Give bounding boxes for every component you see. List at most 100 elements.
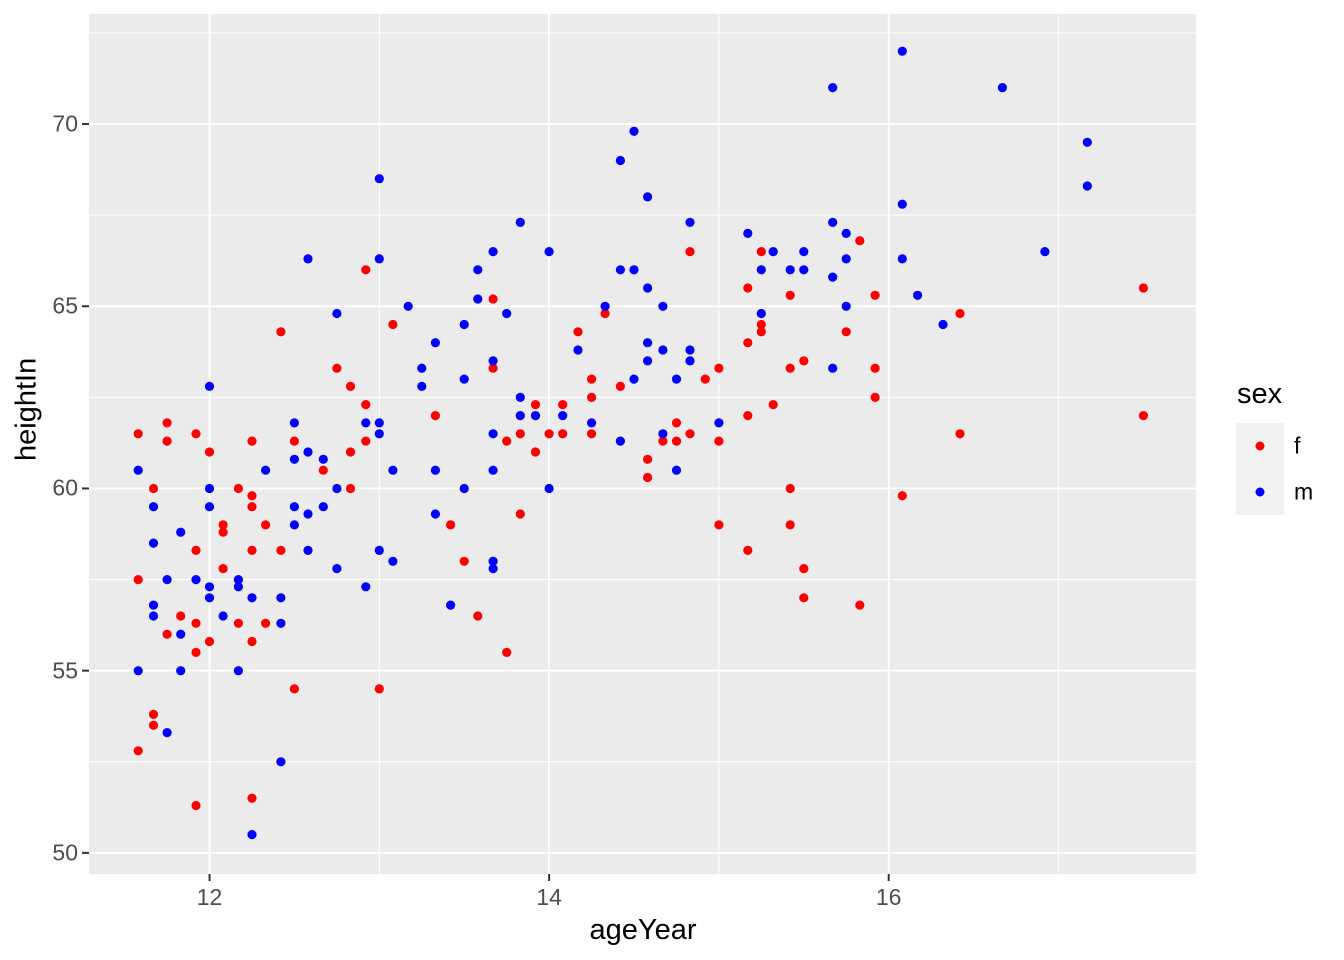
data-point-f: [133, 746, 143, 756]
data-point-m: [176, 666, 186, 676]
data-point-m: [289, 502, 299, 512]
data-point-m: [544, 247, 554, 257]
data-point-f: [714, 363, 724, 373]
data-point-f: [133, 429, 143, 439]
data-point-f: [247, 545, 257, 556]
data-point-f: [233, 618, 243, 628]
data-point-m: [289, 454, 299, 464]
data-point-f: [247, 491, 257, 501]
data-point-m: [446, 600, 456, 610]
data-point-f: [289, 684, 299, 694]
data-point-f: [685, 247, 695, 257]
data-point-f: [276, 545, 286, 556]
data-point-m: [204, 502, 215, 512]
data-point-f: [743, 545, 753, 556]
data-point-m: [756, 308, 766, 319]
data-point-f: [643, 472, 653, 483]
data-point-f: [345, 447, 356, 457]
data-point-f: [743, 411, 753, 421]
data-point-m: [361, 582, 371, 592]
data-point-m: [133, 666, 143, 676]
data-point-m: [488, 429, 498, 439]
data-point-f: [204, 636, 215, 647]
data-point-f: [162, 436, 172, 446]
data-point-m: [332, 308, 342, 319]
data-point-f: [233, 483, 243, 494]
data-point-f: [714, 436, 724, 446]
legend-dot-m-icon: [1255, 487, 1265, 497]
data-point-m: [303, 509, 313, 519]
data-point-f: [473, 611, 483, 621]
data-point-m: [488, 247, 498, 257]
data-point-m: [289, 418, 299, 428]
data-point-m: [133, 465, 143, 475]
data-point-m: [658, 345, 668, 355]
y-axis-title: heightIn: [11, 358, 44, 461]
data-point-m: [204, 483, 215, 494]
data-point-f: [247, 636, 257, 647]
data-point-m: [247, 830, 257, 840]
data-point-m: [828, 363, 838, 373]
legend-entry-f: f: [1236, 423, 1344, 469]
data-point-f: [361, 436, 371, 446]
data-point-f: [191, 429, 201, 439]
data-point-m: [629, 374, 639, 384]
data-point-m: [1082, 137, 1092, 147]
x-axis-title-text: ageYear: [589, 914, 697, 946]
legend-title: sex: [1237, 378, 1283, 410]
data-point-m: [671, 374, 682, 384]
data-point-f: [530, 447, 541, 457]
data-point-m: [685, 345, 695, 355]
panel-background: [89, 14, 1196, 874]
data-point-m: [615, 265, 626, 275]
data-point-m: [897, 254, 907, 264]
data-point-f: [318, 465, 328, 475]
data-point-m: [799, 265, 809, 275]
data-point-f: [502, 647, 512, 658]
data-point-f: [191, 647, 201, 658]
data-point-f: [870, 290, 880, 300]
data-point-f: [743, 283, 753, 293]
data-point-f: [799, 356, 809, 366]
x-tick-label: 16: [875, 884, 902, 910]
data-point-m: [938, 319, 948, 330]
data-point-f: [148, 709, 159, 720]
data-point-m: [685, 356, 695, 366]
data-point-f: [573, 327, 583, 337]
data-point-m: [629, 265, 639, 275]
data-point-f: [671, 418, 682, 428]
data-point-f: [332, 363, 342, 373]
y-axis-title-text: heightIn: [10, 357, 43, 461]
data-point-f: [671, 436, 682, 446]
data-point-f: [218, 564, 228, 574]
data-point-m: [261, 465, 271, 475]
data-point-f: [870, 392, 880, 402]
data-point-m: [473, 265, 483, 275]
data-point-f: [558, 400, 568, 410]
data-point-m: [276, 618, 286, 628]
data-point-f: [162, 629, 172, 639]
data-point-f: [289, 436, 299, 446]
data-point-f: [615, 381, 626, 391]
data-point-m: [289, 520, 299, 530]
data-point-m: [828, 83, 838, 93]
data-point-m: [743, 228, 753, 238]
data-point-f: [430, 411, 440, 421]
legend: sex f m: [1236, 378, 1344, 515]
data-point-f: [714, 520, 724, 530]
data-point-f: [345, 483, 356, 494]
data-point-f: [955, 429, 965, 439]
data-point-f: [785, 520, 795, 530]
data-point-m: [218, 611, 228, 621]
data-point-f: [488, 294, 498, 304]
data-point-f: [756, 319, 766, 330]
data-point-f: [643, 454, 653, 464]
data-point-f: [897, 491, 907, 501]
data-point-m: [828, 272, 838, 282]
data-point-m: [459, 483, 469, 494]
data-point-f: [162, 418, 172, 428]
data-point-f: [247, 793, 257, 803]
data-point-f: [700, 374, 710, 384]
